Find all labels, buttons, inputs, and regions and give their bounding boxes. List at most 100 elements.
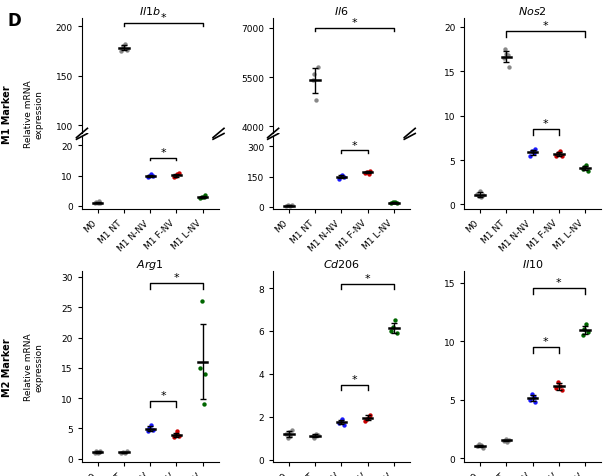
Point xyxy=(388,254,398,261)
Point xyxy=(310,71,319,79)
Point xyxy=(95,220,105,228)
Point xyxy=(365,411,375,418)
Point xyxy=(285,432,295,440)
Text: Relative mRNA
expression: Relative mRNA expression xyxy=(24,80,43,148)
Point xyxy=(95,200,105,208)
Text: *: * xyxy=(161,390,166,400)
Point xyxy=(90,449,100,456)
Text: *: * xyxy=(556,278,561,288)
Point xyxy=(501,436,510,443)
Point xyxy=(282,254,291,262)
Point xyxy=(499,437,509,445)
Point xyxy=(473,190,483,198)
Point xyxy=(283,435,293,442)
Point xyxy=(90,220,100,228)
Text: *: * xyxy=(161,13,166,23)
Point xyxy=(120,41,130,49)
Point xyxy=(501,50,511,58)
Point xyxy=(478,444,487,452)
Point xyxy=(313,431,323,439)
Point xyxy=(478,191,487,199)
Point xyxy=(580,164,589,172)
Point xyxy=(313,64,323,72)
Point xyxy=(120,449,130,457)
Point xyxy=(388,198,398,206)
Point xyxy=(583,328,592,336)
Point xyxy=(581,161,591,169)
Point xyxy=(93,200,103,208)
Point xyxy=(197,194,207,201)
Point xyxy=(529,394,538,401)
Point xyxy=(93,220,103,228)
Point xyxy=(174,170,184,178)
Text: *: * xyxy=(161,148,166,158)
Text: *: * xyxy=(174,272,179,282)
Point xyxy=(364,413,373,421)
Point xyxy=(310,435,319,442)
Point xyxy=(95,447,105,455)
Point xyxy=(169,174,178,181)
Point xyxy=(503,438,512,446)
Title: $Cd206$: $Cd206$ xyxy=(323,257,360,269)
Point xyxy=(531,146,540,154)
Point xyxy=(476,194,486,202)
Point xyxy=(117,48,126,56)
Point xyxy=(553,378,563,386)
Point xyxy=(198,218,208,226)
Point xyxy=(169,211,178,219)
Point xyxy=(172,428,182,436)
Point xyxy=(578,166,588,173)
Point xyxy=(287,254,296,262)
Point xyxy=(148,426,158,434)
Point xyxy=(336,417,345,425)
Point xyxy=(557,387,566,394)
Point xyxy=(171,211,180,218)
Point xyxy=(388,323,398,331)
Point xyxy=(339,174,349,181)
Point xyxy=(172,210,182,218)
Point xyxy=(122,447,132,455)
Point xyxy=(337,171,347,179)
Point xyxy=(198,194,208,202)
Point xyxy=(476,442,486,449)
Point xyxy=(143,174,152,181)
Point xyxy=(365,248,375,256)
Point xyxy=(527,390,537,398)
Point xyxy=(334,176,344,183)
Point xyxy=(282,430,291,438)
Point xyxy=(531,398,540,406)
Point xyxy=(475,188,485,196)
Point xyxy=(557,152,566,160)
Point xyxy=(311,430,321,438)
Text: *: * xyxy=(352,141,358,151)
Point xyxy=(143,428,152,436)
Point xyxy=(92,219,101,227)
Point xyxy=(337,249,347,257)
Point xyxy=(308,432,317,440)
Point xyxy=(551,384,561,392)
Point xyxy=(146,171,156,178)
Point xyxy=(365,168,375,175)
Point xyxy=(387,199,396,207)
Text: *: * xyxy=(543,337,549,347)
Point xyxy=(118,43,128,50)
Point xyxy=(172,171,182,178)
Text: M1 Marker: M1 Marker xyxy=(2,85,12,143)
Title: $Il1b$: $Il1b$ xyxy=(139,5,161,17)
Point xyxy=(362,248,371,256)
Point xyxy=(308,78,317,85)
Point xyxy=(390,317,399,324)
Point xyxy=(555,382,565,389)
Point xyxy=(551,152,561,160)
Point xyxy=(387,254,396,261)
Point xyxy=(360,169,370,177)
Point xyxy=(144,425,154,432)
Point xyxy=(146,422,156,429)
Point xyxy=(93,449,103,457)
Point xyxy=(171,172,180,180)
Point xyxy=(390,199,399,207)
Point xyxy=(336,172,345,180)
Point xyxy=(364,249,373,257)
Point xyxy=(146,210,156,218)
Point xyxy=(392,200,401,208)
